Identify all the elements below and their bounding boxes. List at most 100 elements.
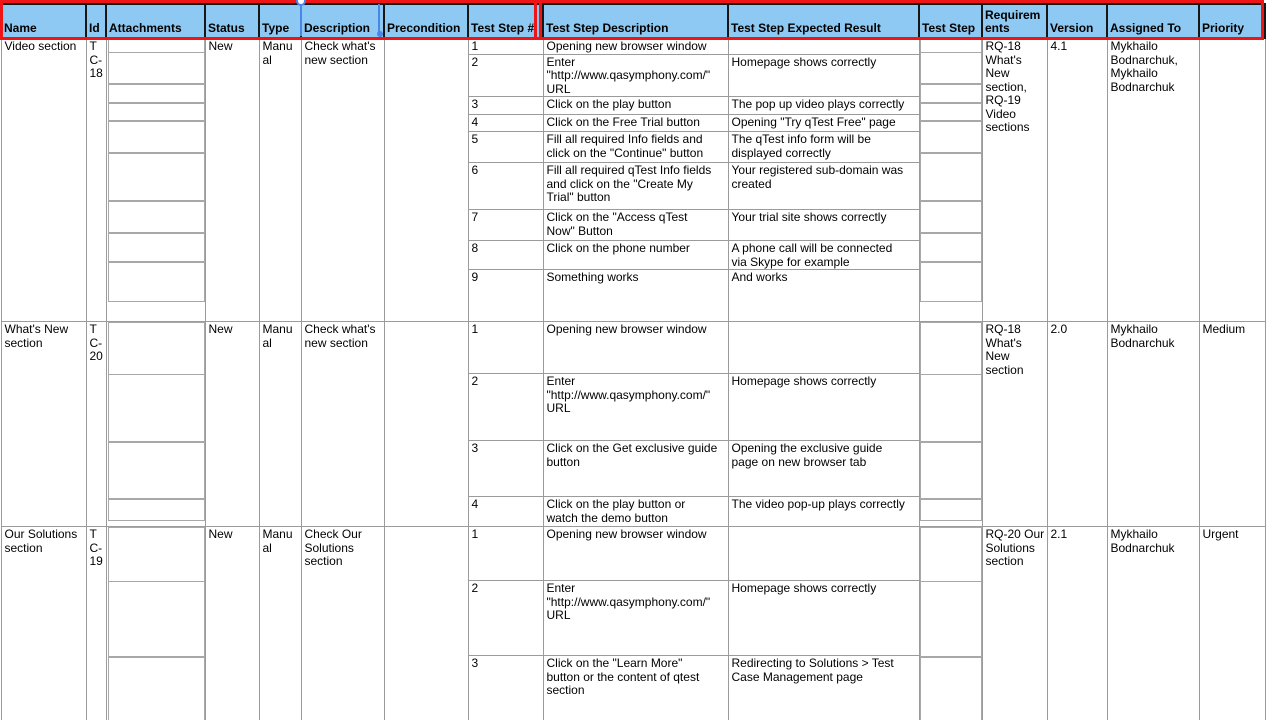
- step-description-cell[interactable]: Click on the Free Trial button: [542, 114, 729, 132]
- step-number-cell[interactable]: 1: [467, 321, 544, 374]
- step-description-cell[interactable]: Click on the "Learn More" button or the …: [542, 655, 729, 720]
- step-description-cell[interactable]: Click on the play button: [542, 96, 729, 115]
- cell-priority[interactable]: [1198, 37, 1266, 322]
- column-header-test-step-description[interactable]: Test Step Description: [542, 3, 729, 39]
- cell-id[interactable]: TC-20: [85, 321, 107, 527]
- selection-handle-icon[interactable]: [296, 0, 306, 6]
- cell-version[interactable]: 2.1: [1046, 526, 1108, 720]
- step-expected-cell[interactable]: Opening "Try qTest Free" page: [727, 114, 920, 132]
- step-number-cell[interactable]: 1: [467, 37, 544, 55]
- selection-handle-icon[interactable]: [377, 31, 383, 37]
- cell-test-step-attachments[interactable]: [918, 37, 983, 322]
- step-description-cell[interactable]: Opening new browser window: [542, 321, 729, 374]
- cell-id[interactable]: TC-19: [85, 526, 107, 720]
- step-number-cell[interactable]: 6: [467, 162, 544, 210]
- cell-name[interactable]: Our Solutions section: [0, 526, 87, 720]
- cell-type[interactable]: Manual: [258, 321, 302, 527]
- step-expected-cell[interactable]: Your trial site shows correctly: [727, 209, 920, 241]
- cell-priority[interactable]: Medium: [1198, 321, 1266, 527]
- step-description-cell[interactable]: Enter "http://www.qasymphony.com/" URL: [542, 53, 729, 97]
- step-expected-cell[interactable]: Homepage shows correctly: [727, 373, 920, 441]
- column-header-description[interactable]: Description: [300, 3, 385, 39]
- step-number-cell[interactable]: 3: [467, 96, 544, 115]
- step-description-cell[interactable]: Enter "http://www.qasymphony.com/" URL: [542, 373, 729, 441]
- cell-description[interactable]: Check Our Solutions section: [300, 526, 385, 720]
- step-number-cell[interactable]: 2: [467, 580, 544, 656]
- cell-type[interactable]: Manual: [258, 37, 302, 322]
- step-expected-cell[interactable]: Opening the exclusive guide page on new …: [727, 440, 920, 497]
- step-expected-cell[interactable]: Homepage shows correctly: [727, 53, 920, 97]
- cell-status[interactable]: New: [204, 37, 260, 322]
- column-header-status[interactable]: Status: [204, 3, 260, 39]
- step-number-cell[interactable]: 7: [467, 209, 544, 241]
- column-header-assigned-to[interactable]: Assigned To: [1106, 3, 1200, 39]
- column-header-test-step[interactable]: Test Step #: [467, 3, 544, 39]
- column-header-test-step-expected-result[interactable]: Test Step Expected Result: [727, 3, 920, 39]
- step-description-cell[interactable]: Fill all required Info fields and click …: [542, 131, 729, 163]
- cell-version[interactable]: 2.0: [1046, 321, 1108, 527]
- column-header-requirements[interactable]: Requirements: [981, 3, 1048, 39]
- column-header-type[interactable]: Type: [258, 3, 302, 39]
- step-expected-cell[interactable]: [727, 321, 920, 374]
- step-expected-cell[interactable]: Your registered sub-domain was created: [727, 162, 920, 210]
- step-number-cell[interactable]: 8: [467, 240, 544, 270]
- column-header-precondition[interactable]: Precondition: [383, 3, 469, 39]
- step-number-cell[interactable]: 3: [467, 655, 544, 720]
- column-header-priority[interactable]: Priority: [1198, 3, 1266, 39]
- step-number-cell[interactable]: 1: [467, 526, 544, 581]
- cell-precondition[interactable]: [383, 526, 469, 720]
- step-number-cell[interactable]: 4: [467, 496, 544, 527]
- step-description-cell[interactable]: Click on the Get exclusive guide button: [542, 440, 729, 497]
- step-expected-cell[interactable]: [727, 37, 920, 55]
- cell-test-step-attachments[interactable]: [918, 321, 983, 527]
- step-description-cell[interactable]: Enter "http://www.qasymphony.com/" URL: [542, 580, 729, 656]
- step-expected-cell[interactable]: A phone call will be connected via Skype…: [727, 240, 920, 270]
- cell-version[interactable]: 4.1: [1046, 37, 1108, 322]
- step-description-cell[interactable]: Click on the play button or watch the de…: [542, 496, 729, 527]
- cell-name[interactable]: What's New section: [0, 321, 87, 527]
- step-number-cell[interactable]: 4: [467, 114, 544, 132]
- step-description-cell[interactable]: Something works: [542, 269, 729, 322]
- cell-requirements[interactable]: RQ-20 Our Solutions section: [981, 526, 1048, 720]
- cell-status[interactable]: New: [204, 526, 260, 720]
- cell-assigned-to[interactable]: Mykhailo Bodnarchuk: [1106, 321, 1200, 527]
- step-description-cell[interactable]: Click on the "Access qTest Now" Button: [542, 209, 729, 241]
- column-header-version[interactable]: Version: [1046, 3, 1108, 39]
- step-description-cell[interactable]: Opening new browser window: [542, 37, 729, 55]
- step-description-cell[interactable]: Fill all required qTest Info fields and …: [542, 162, 729, 210]
- column-header-name[interactable]: Name: [0, 3, 87, 39]
- step-number-cell[interactable]: 5: [467, 131, 544, 163]
- cell-attachments[interactable]: [105, 526, 206, 720]
- cell-description[interactable]: Check what's new section: [300, 37, 385, 322]
- step-description-cell[interactable]: Click on the phone number: [542, 240, 729, 270]
- cell-type[interactable]: Manual: [258, 526, 302, 720]
- cell-attachments[interactable]: [105, 321, 206, 527]
- step-number-cell[interactable]: 3: [467, 440, 544, 497]
- column-header-test-step-10[interactable]: Test Step: [918, 3, 983, 39]
- cell-attachments[interactable]: [105, 37, 206, 322]
- column-header-attachments[interactable]: Attachments: [105, 3, 206, 39]
- column-header-id[interactable]: Id: [85, 3, 107, 39]
- cell-assigned-to[interactable]: Mykhailo Bodnarchuk, Mykhailo Bodnarchuk: [1106, 37, 1200, 322]
- cell-description[interactable]: Check what's new section: [300, 321, 385, 527]
- step-expected-cell[interactable]: [727, 526, 920, 581]
- step-number-cell[interactable]: 2: [467, 53, 544, 97]
- cell-precondition[interactable]: [383, 321, 469, 527]
- cell-test-step-attachments[interactable]: [918, 526, 983, 720]
- cell-requirements[interactable]: RQ-18 What's New section, RQ-19 Video se…: [981, 37, 1048, 322]
- step-expected-cell[interactable]: The pop up video plays correctly: [727, 96, 920, 115]
- step-number-cell[interactable]: 9: [467, 269, 544, 322]
- step-expected-cell[interactable]: The qTest info form will be displayed co…: [727, 131, 920, 163]
- step-number-cell[interactable]: 2: [467, 373, 544, 441]
- cell-status[interactable]: New: [204, 321, 260, 527]
- cell-priority[interactable]: Urgent: [1198, 526, 1266, 720]
- step-expected-cell[interactable]: Homepage shows correctly: [727, 580, 920, 656]
- cell-name[interactable]: Video section: [0, 37, 87, 322]
- cell-requirements[interactable]: RQ-18 What's New section: [981, 321, 1048, 527]
- cell-id[interactable]: TC-18: [85, 37, 107, 322]
- cell-assigned-to[interactable]: Mykhailo Bodnarchuk: [1106, 526, 1200, 720]
- cell-precondition[interactable]: [383, 37, 469, 322]
- step-expected-cell[interactable]: The video pop-up plays correctly: [727, 496, 920, 527]
- step-expected-cell[interactable]: And works: [727, 269, 920, 322]
- step-expected-cell[interactable]: Redirecting to Solutions > Test Case Man…: [727, 655, 920, 720]
